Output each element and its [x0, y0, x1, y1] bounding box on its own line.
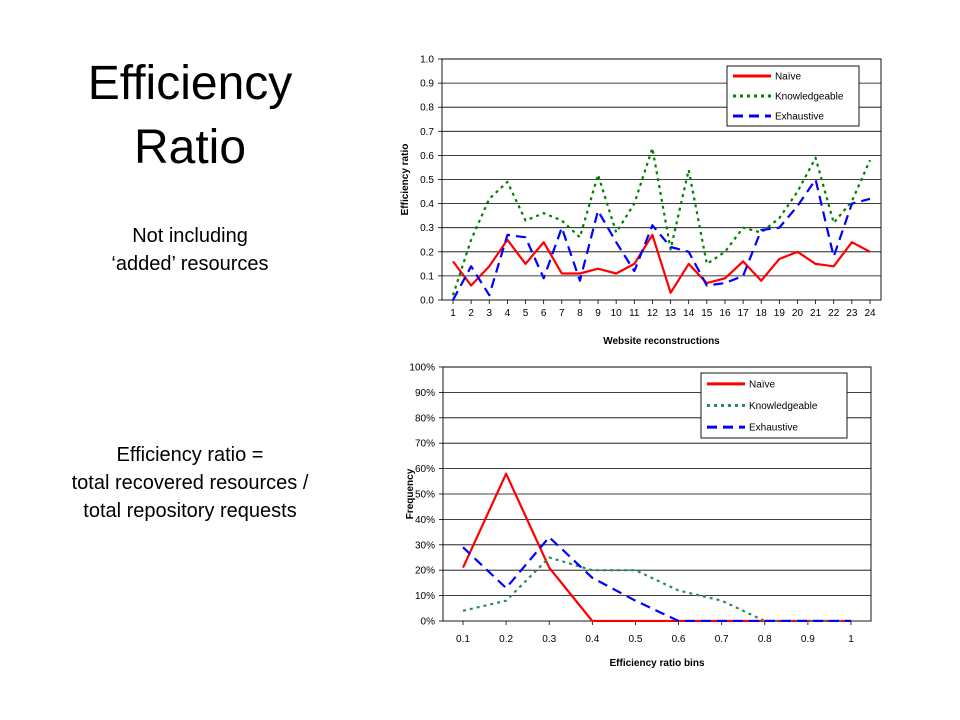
chart2-xtick-label: 0.8	[758, 634, 772, 645]
chart2-ytick-label: 40%	[415, 515, 435, 526]
chart1-ytick-label: 0.2	[420, 247, 434, 258]
chart1-xtick-label: 5	[523, 308, 529, 319]
chart1-xtick-label: 19	[774, 308, 786, 319]
chart2-legend-label-2: Knowledgeable	[749, 401, 818, 412]
chart2-ytick-label: 80%	[415, 413, 435, 424]
chart1-xtick-label: 3	[486, 308, 492, 319]
chart2-ytick-label: 50%	[415, 490, 435, 501]
slide-title: Efficiency Ratio	[40, 52, 340, 180]
chart1-ytick-label: 0.5	[420, 175, 434, 186]
chart1-xtick-label: 22	[828, 308, 840, 319]
slide-title-line-1: Efficiency	[87, 57, 293, 110]
chart2-series-2-line	[462, 556, 851, 622]
chart1-ytick-label: 0.7	[420, 127, 434, 138]
chart2-xtick-label: 0.7	[715, 634, 729, 645]
exclusion-note-line-1: Not including	[132, 225, 248, 247]
chart1-ytick-label: 0.6	[420, 151, 434, 162]
chart1-xtick-label: 7	[559, 308, 565, 319]
chart2-ytick-label: 60%	[415, 464, 435, 475]
chart1-xtick-label: 13	[665, 308, 677, 319]
exclusion-note-line-2: ‘added’ resources	[111, 253, 269, 275]
chart2-ytick-label: 30%	[415, 540, 435, 551]
chart1-ytick-label: 0.1	[420, 271, 434, 282]
chart2-series-1-line	[462, 472, 851, 622]
formula-note: Efficiency ratio = total recovered resou…	[30, 441, 350, 525]
exclusion-note: Not including ‘added’ resources	[60, 222, 320, 278]
chart1-series-1-line	[452, 233, 871, 294]
chart2-legend-label-1: Naïve	[749, 379, 776, 390]
chart2-ytick-label: 0%	[421, 617, 436, 628]
chart2-xtick-label: 1	[848, 634, 854, 645]
chart1-xtick-label: 21	[810, 308, 822, 319]
chart1-ytick-label: 0.3	[420, 223, 434, 234]
chart2-series-3-line	[462, 536, 851, 622]
chart1-xtick-label: 8	[577, 308, 583, 319]
chart2-legend-label-3: Exhaustive	[749, 423, 798, 434]
chart2-xtick-label: 0.6	[672, 634, 686, 645]
chart2-ytick-label: 10%	[415, 591, 435, 602]
chart1-xtick-label: 15	[701, 308, 713, 319]
chart1-xtick-label: 12	[647, 308, 659, 319]
chart2-xtick-label: 0.2	[499, 634, 513, 645]
chart1-xtick-label: 18	[756, 308, 768, 319]
chart2-ytick-label: 90%	[415, 388, 435, 399]
chart1-xtick-label: 9	[595, 308, 601, 319]
chart1-xtick-label: 24	[864, 308, 876, 319]
chart1-plot-area	[441, 58, 882, 301]
chart2: 0% 10% 20% 30% 40% 50% 60% 70% 80% 90% 100% 0.1 0.2 0…	[405, 363, 872, 669]
chart1-series-3-line	[452, 178, 871, 301]
chart1-xtick-label: 14	[683, 308, 695, 319]
formula-note-line-1: Efficiency ratio =	[116, 444, 264, 466]
chart2-ytick-label: 100%	[409, 363, 435, 374]
slide-title-line-2: Ratio	[133, 121, 247, 174]
chart1-xtick-label: 20	[792, 308, 804, 319]
chart1-xtick-label: 11	[629, 308, 640, 319]
chart1-xtick-label: 6	[541, 308, 547, 319]
chart1-ytick-label: 1.0	[420, 55, 434, 66]
chart1: 0.00.10.20.30.40.50.60.70.80.91.01 2 3 4 5 6 7…	[400, 55, 882, 347]
chart1-x-axis-label: Website reconstructions	[603, 336, 720, 347]
chart2-x-axis-label: Efficiency ratio bins	[609, 658, 704, 669]
chart1-y-axis-label: Efficiency ratio	[400, 144, 411, 216]
formula-note-line-3: total repository requests	[83, 500, 297, 522]
chart1-ytick-label: 0.9	[420, 79, 434, 90]
chart2-xtick-label: 0.4	[585, 634, 599, 645]
chart2-xtick-label: 0.1	[456, 634, 470, 645]
chart1-legend-label-2: Knowledgeable	[775, 92, 844, 103]
chart1-xtick-label: 1	[450, 308, 456, 319]
chart2-ytick-label: 20%	[415, 566, 435, 577]
chart1-xtick-label: 17	[738, 308, 750, 319]
chart1-xtick-label: 16	[719, 308, 731, 319]
chart2-xtick-label: 0.5	[628, 634, 642, 645]
chart1-ytick-label: 0.8	[420, 103, 434, 114]
formula-note-line-2: total recovered resources /	[71, 472, 309, 494]
chart1-xtick-label: 10	[611, 308, 623, 319]
chart1-xtick-label: 23	[846, 308, 858, 319]
chart1-ytick-label: 0.0	[420, 296, 434, 307]
chart1-ytick-label: 0.4	[420, 199, 434, 210]
chart1-legend-label-3: Exhaustive	[775, 112, 824, 123]
chart1-legend-label-1: Naïve	[775, 72, 802, 83]
chart2-y-axis-label: Frequency	[405, 468, 416, 519]
chart2-xtick-label: 0.3	[542, 634, 556, 645]
chart1-xtick-label: 4	[505, 308, 511, 319]
chart2-xtick-label: 0.9	[801, 634, 815, 645]
chart1-series-2-line	[451, 147, 872, 296]
chart1-xtick-label: 2	[468, 308, 474, 319]
chart2-ytick-label: 70%	[415, 439, 435, 450]
